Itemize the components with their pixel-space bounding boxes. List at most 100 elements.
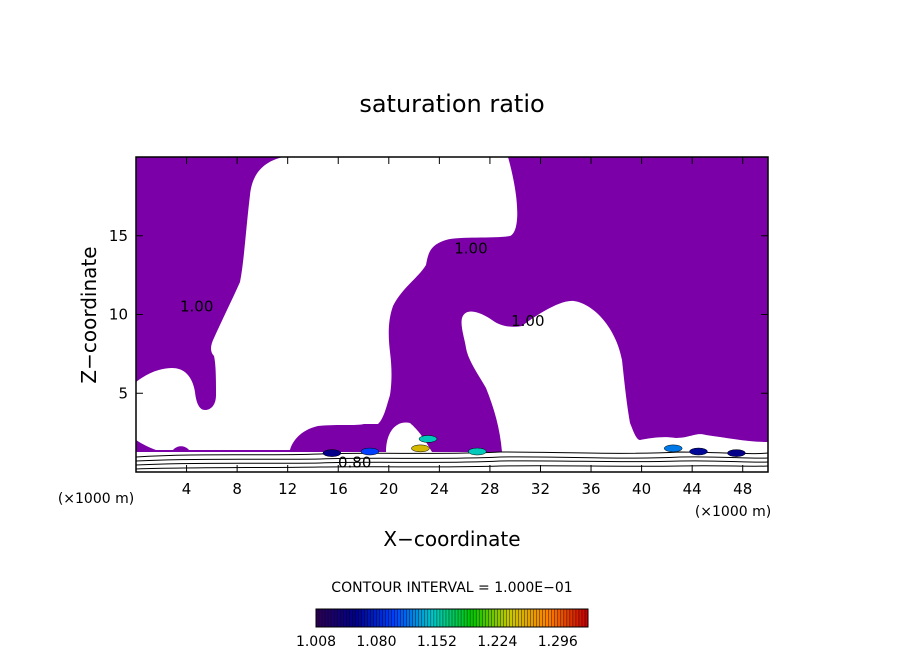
colorbar-cell <box>584 609 589 627</box>
x-tick-label: 12 <box>278 480 297 498</box>
colorbar-cell <box>500 609 504 627</box>
x-tick-label: 32 <box>531 480 550 498</box>
colorbar-cell <box>461 609 465 627</box>
colorbar-cell <box>448 609 453 627</box>
colorbar-cell <box>373 609 377 627</box>
colorbar-cell <box>322 609 326 627</box>
colorbar-tick-label: 1.224 <box>477 634 517 650</box>
colorbar-cell <box>436 609 441 627</box>
colorbar-cell <box>367 609 371 627</box>
colorbar-cell <box>433 609 438 627</box>
colorbar-cell <box>467 609 471 627</box>
colorbar-cell <box>340 609 344 627</box>
colorbar-cell <box>325 609 329 627</box>
colorbar-cell <box>418 609 423 627</box>
colorbar-tick-label: 1.296 <box>538 634 578 650</box>
x-tick-label: 36 <box>581 480 600 498</box>
colorbar-cell <box>557 609 562 627</box>
colorbar-cell <box>379 609 383 627</box>
colorbar-cell <box>491 609 495 627</box>
colorbar-cell <box>445 609 450 627</box>
colorbar-cell <box>319 609 323 627</box>
x-tick-label: 8 <box>232 480 242 498</box>
colorbar-cell <box>370 609 374 627</box>
colorbar-cell <box>548 609 553 627</box>
colorbar-cell <box>566 609 571 627</box>
contour-label-layer: 1.00 1.00 1.00 0.80 <box>180 239 545 471</box>
colorbar-cell <box>497 609 501 627</box>
colorbar-cell <box>352 609 356 627</box>
colorbar-tick-label: 1.152 <box>417 634 457 650</box>
contour-label: 1.00 <box>454 239 487 257</box>
chart-title: saturation ratio <box>359 90 544 118</box>
colorbar-cell <box>551 609 556 627</box>
colorbar-cell <box>442 609 447 627</box>
hotspot-layer <box>322 435 746 457</box>
colorbar-cell <box>503 609 507 627</box>
y-tick-label: 5 <box>118 384 128 402</box>
x-axis-ticks: 4 8 12 16 20 24 28 32 36 40 44 48 <box>182 157 752 498</box>
contour-label: 1.00 <box>511 312 544 330</box>
colorbar-cell <box>530 609 534 627</box>
colorbar-cell <box>524 609 528 627</box>
colorbar-cell <box>470 609 474 627</box>
x-tick-label: 40 <box>632 480 651 498</box>
colorbar-cell <box>424 609 429 627</box>
colorbar-cell <box>485 609 489 627</box>
colorbar-labels: 1.008 1.080 1.152 1.224 1.296 <box>296 634 578 650</box>
colorbar-cell <box>482 609 486 627</box>
colorbar-cell <box>476 609 480 627</box>
colorbar-cell <box>376 609 380 627</box>
colorbar-cell <box>364 609 368 627</box>
colorbar-cell <box>337 609 341 627</box>
colorbar-cell <box>479 609 483 627</box>
colorbar-cell <box>488 609 492 627</box>
colorbar-cell <box>349 609 353 627</box>
colorbar <box>315 609 589 627</box>
colorbar-cell <box>458 609 462 627</box>
colorbar-cell <box>581 609 586 627</box>
colorbar-cell <box>361 609 365 627</box>
x-tick-label: 28 <box>480 480 499 498</box>
colorbar-cell <box>328 609 332 627</box>
x-unit-right: (×1000 m) <box>695 504 771 520</box>
colorbar-cell <box>569 609 574 627</box>
colorbar-cell <box>521 609 525 627</box>
colorbar-cell <box>515 609 519 627</box>
colorbar-cell <box>409 609 414 627</box>
colorbar-cell <box>452 609 456 627</box>
contour-line <box>135 465 769 470</box>
colorbar-cell <box>563 609 568 627</box>
colorbar-cell <box>358 609 362 627</box>
x-tick-label: 16 <box>329 480 348 498</box>
colorbar-tick-label: 1.080 <box>356 634 396 650</box>
colorbar-cell <box>527 609 531 627</box>
colorbar-cell <box>403 609 407 627</box>
hotspot <box>360 447 380 456</box>
hotspot <box>727 449 746 457</box>
colorbar-cell <box>536 609 540 627</box>
colorbar-cell <box>412 609 417 627</box>
colorbar-cell <box>464 609 468 627</box>
colorbar-cell <box>382 609 386 627</box>
colorbar-cell <box>575 609 580 627</box>
hotspot <box>663 444 683 453</box>
contour-label: 0.80 <box>338 454 371 472</box>
colorbar-cell <box>572 609 577 627</box>
colorbar-cell <box>473 609 477 627</box>
contour-line <box>135 460 769 466</box>
contour-label: 1.00 <box>180 298 213 316</box>
colorbar-cell <box>560 609 565 627</box>
colorbar-cell <box>406 609 410 627</box>
hotspot <box>468 447 487 456</box>
contour-interval-text: CONTOUR INTERVAL = 1.000E−01 <box>331 580 572 596</box>
colorbar-cell <box>506 609 510 627</box>
x-tick-label: 44 <box>683 480 702 498</box>
colorbar-cell <box>494 609 498 627</box>
colorbar-cell <box>542 609 546 627</box>
colorbar-cell <box>427 609 432 627</box>
colorbar-tick-label: 1.008 <box>296 634 336 650</box>
hotspot <box>322 449 342 457</box>
contour-line <box>135 456 769 462</box>
